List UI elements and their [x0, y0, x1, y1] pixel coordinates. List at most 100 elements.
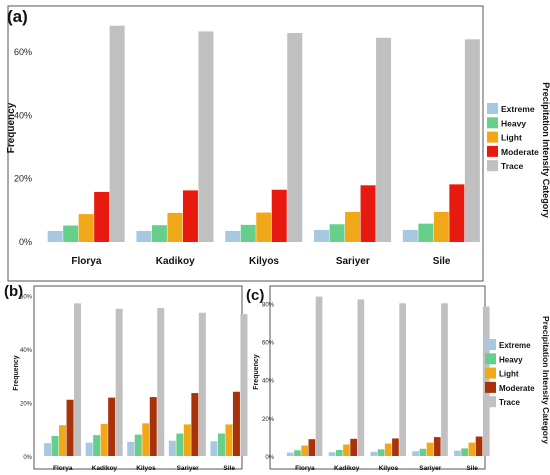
panel-a-bar-light: [167, 212, 183, 242]
panel-b-bar-extreme: [85, 442, 93, 456]
panel-a-bar-trace: [198, 31, 214, 242]
panel-b-category-label: Kilyos: [136, 465, 156, 472]
panel-b-bar-heavy: [217, 433, 225, 456]
panel-a-legend-label: Moderate: [501, 147, 539, 157]
panel-a-bar-moderate: [360, 185, 376, 242]
panel-a-category-label: Florya: [71, 256, 101, 267]
panel-c-legend: Extreme Heavy Light Moderate Trace Precipitat…: [485, 316, 550, 444]
panel-b-ytick-label: 20%: [20, 401, 33, 407]
panel-c-legend-label: Light: [499, 370, 519, 379]
panel-b-bar-moderate: [191, 393, 199, 456]
panel-a-bar-heavy: [329, 224, 345, 242]
panel-a-legend-swatch: [487, 103, 498, 114]
panel-c-bar-moderate: [433, 437, 441, 456]
panel-c-category-label: Kadikoy: [334, 465, 360, 472]
panel-c-legend-title: Precipitation Intensity Category: [541, 316, 550, 444]
panel-a-legend-title: Precipitation Intensity Category: [541, 82, 550, 218]
panel-b-bar-trace: [198, 312, 206, 456]
panel-c-legend-label: Heavy: [499, 355, 523, 364]
panel-a-bar-moderate: [94, 191, 110, 242]
panel-c-ytick-label: 60%: [262, 340, 275, 346]
panel-c-legend-label: Moderate: [499, 384, 535, 393]
panel-a-bar-trace: [464, 39, 480, 243]
panel-c-bar-extreme: [412, 451, 419, 456]
panel-c-bar-light: [301, 445, 308, 456]
panel-b-category-label: Sile: [223, 465, 235, 472]
panel-a-bar-trace: [287, 33, 303, 242]
panel-c-bar-extreme: [370, 451, 378, 456]
panel-c-legend-swatch: [485, 396, 496, 408]
panel-b-bar-extreme: [44, 443, 52, 456]
panel-c-bar-trace: [315, 296, 323, 456]
panel-a-bar-extreme: [402, 229, 418, 242]
panel-a-bar-moderate: [182, 190, 198, 242]
panel-b-bar-heavy: [93, 435, 101, 456]
panel-b-tag: (b): [4, 283, 23, 300]
panel-a-legend-label: Heavy: [501, 118, 526, 128]
panel-c-bar-trace: [441, 303, 448, 456]
panel-c-frame: [269, 285, 486, 470]
panel-b-bar-moderate: [149, 397, 157, 456]
panel-c-bar-extreme: [454, 450, 461, 456]
panel-c-legend-label: Extreme: [499, 341, 531, 350]
panel-b-category-label: Kadikoy: [92, 465, 118, 472]
panel-c-bar-heavy: [377, 449, 385, 456]
panel-a-category-label: Kadikoy: [156, 256, 195, 267]
panel-a-bar-extreme: [225, 230, 241, 242]
panel-a-bar-trace: [109, 25, 125, 242]
panel-c-bar-trace: [482, 306, 490, 456]
panel-b-bar-extreme: [127, 441, 135, 456]
panel-b-bar-trace: [74, 303, 82, 456]
panel-c-bar-trace: [399, 303, 406, 456]
panel-a-category-label: Sariyer: [336, 256, 370, 267]
panel-c-tag: (c): [246, 287, 264, 304]
panel-b-bar-light: [59, 425, 67, 456]
panel-a-legend-label: Extreme: [501, 104, 535, 114]
panel-c-bar-moderate: [392, 438, 399, 456]
panel-a-ylabel: Frequency: [6, 102, 17, 153]
panel-b-category-label: Florya: [53, 465, 73, 472]
panel-a-ytick-label: 20%: [14, 174, 32, 184]
panel-a-ytick-label: 0%: [19, 237, 32, 247]
panel-b: (b) 0% 20% 40% 60% Frequency Florya Kadikoy Kily…: [4, 283, 248, 472]
panel-a-legend-label: Trace: [501, 161, 523, 171]
panel-a-legend-swatch: [487, 160, 498, 172]
panel-c-bar-light: [384, 443, 392, 456]
panel-c-bar-trace: [357, 299, 365, 456]
panel-b-ytick-label: 60%: [20, 294, 33, 300]
panel-c-bar-light: [426, 442, 434, 456]
panel-c-ytick-label: 40%: [262, 379, 275, 385]
panel-c-legend-swatch: [485, 339, 496, 350]
panel-a-bar-heavy: [418, 223, 434, 242]
panel-a-bar-extreme: [136, 230, 152, 242]
panel-a-tag: (a): [7, 7, 28, 26]
panel-a-legend: Extreme Heavy Light Moderate Trace Precipitat…: [487, 82, 550, 218]
panel-c-ytick-label: 80%: [262, 302, 275, 308]
panel-b-ytick-label: 40%: [20, 348, 33, 354]
panel-b-bar-moderate: [232, 391, 240, 456]
panel-a-bar-moderate: [271, 189, 287, 242]
panel-c-bar-heavy: [461, 448, 468, 456]
panel-a-category-label: Sile: [433, 256, 451, 267]
panel-a-legend-swatch: [487, 117, 498, 129]
panel-b-bar-moderate: [66, 399, 74, 456]
panel-a-bar-light: [433, 211, 449, 242]
panel-c-bar-extreme: [328, 452, 336, 456]
panel-c-category-label: Sariyer: [419, 465, 442, 472]
panel-c-ytick-label: 0%: [265, 455, 274, 461]
panel-a-bar-moderate: [449, 184, 465, 242]
panel-a-bar-heavy: [151, 225, 167, 242]
panel-c-ytick-label: 20%: [262, 417, 275, 423]
panel-b-bar-light: [142, 423, 150, 456]
panel-a-bar-extreme: [47, 230, 63, 242]
panel-a-legend-label: Light: [501, 133, 522, 143]
panel-a: (a) 0% 20% 40% 60% Frequency Florya Kadikoy Kily…: [6, 5, 550, 282]
panel-a-ytick-label: 60%: [14, 47, 32, 57]
panel-b-category-label: Sariyer: [177, 465, 200, 472]
panel-c-bar-heavy: [419, 448, 427, 456]
panel-b-bar-trace: [115, 308, 123, 456]
panel-c-legend-swatch: [485, 353, 496, 365]
panel-c: (c) 0% 20% 40% 60% 80% Frequency Florya Kadikoy K…: [246, 285, 550, 472]
panel-a-legend-swatch: [487, 131, 498, 143]
